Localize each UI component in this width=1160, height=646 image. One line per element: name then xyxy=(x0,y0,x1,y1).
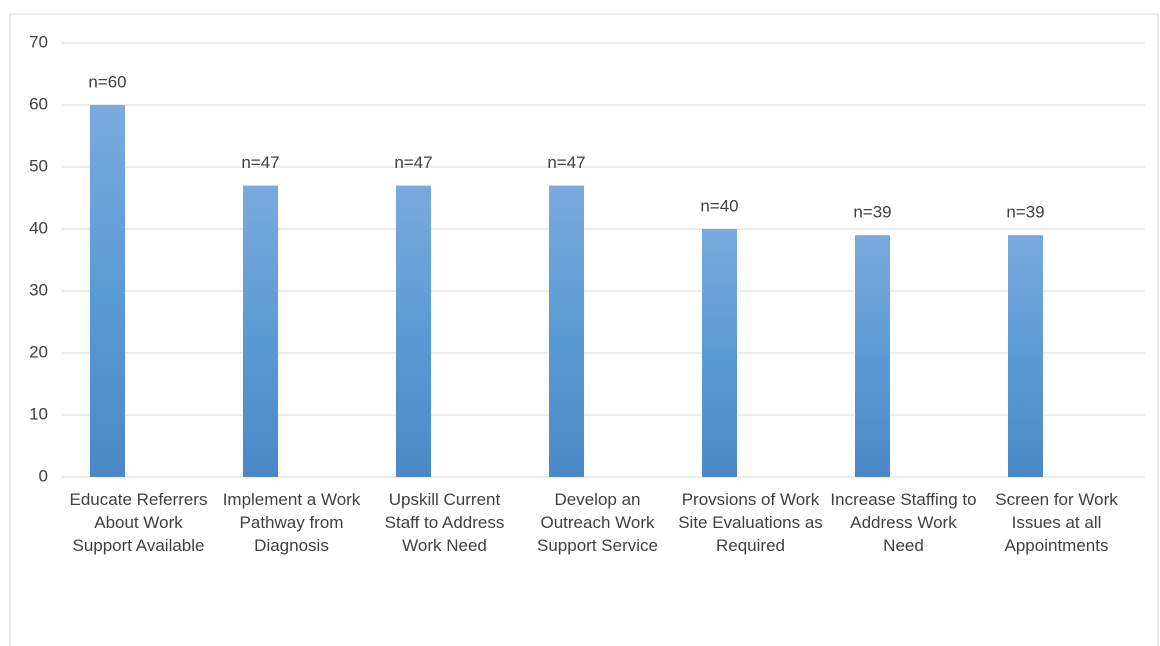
y-tick-label: 0 xyxy=(39,466,48,485)
y-tick-label: 20 xyxy=(29,342,48,361)
bar xyxy=(549,185,584,477)
y-tick-label: 30 xyxy=(29,280,48,299)
value-label: n=39 xyxy=(1006,203,1044,222)
y-tick-label: 60 xyxy=(29,94,48,113)
bar xyxy=(396,185,431,477)
bar xyxy=(855,235,890,477)
x-tick-label: Educate Referrers About Work Support Ava… xyxy=(69,490,208,555)
x-tick-label: Provsions of Work Site Evaluations as Re… xyxy=(678,490,823,555)
value-label: n=47 xyxy=(394,153,432,172)
x-tick-label: Screen for Work Issues at all Appointmen… xyxy=(995,490,1118,555)
chart-border xyxy=(9,13,1159,646)
bar xyxy=(243,185,278,477)
bar xyxy=(90,105,125,477)
bar xyxy=(702,229,737,477)
value-label: n=47 xyxy=(241,153,279,172)
y-tick-label: 40 xyxy=(29,218,48,237)
bar xyxy=(1008,235,1043,477)
y-tick-label: 10 xyxy=(29,404,48,423)
value-label: n=39 xyxy=(853,203,891,222)
y-tick-label: 50 xyxy=(29,156,48,175)
x-tick-label: Implement a Work Pathway from Diagnosis xyxy=(222,490,361,555)
x-tick-label: Increase Staffing to Address Work Need xyxy=(830,490,977,555)
value-label: n=40 xyxy=(700,196,738,215)
value-label: n=47 xyxy=(547,153,585,172)
x-tick-label: Upskill Current Staff to Address Work Ne… xyxy=(384,490,505,555)
y-tick-label: 70 xyxy=(29,32,48,51)
value-label: n=60 xyxy=(88,72,126,91)
x-tick-label: Develop an Outreach Work Support Service xyxy=(537,490,658,555)
